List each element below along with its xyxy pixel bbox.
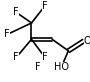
- Text: F: F: [35, 62, 41, 72]
- Text: HO: HO: [54, 62, 69, 72]
- Text: F: F: [42, 1, 48, 11]
- Text: F: F: [13, 7, 19, 17]
- Text: F: F: [13, 52, 19, 62]
- Text: F: F: [4, 29, 10, 39]
- Text: O: O: [84, 36, 90, 46]
- Text: F: F: [42, 52, 48, 62]
